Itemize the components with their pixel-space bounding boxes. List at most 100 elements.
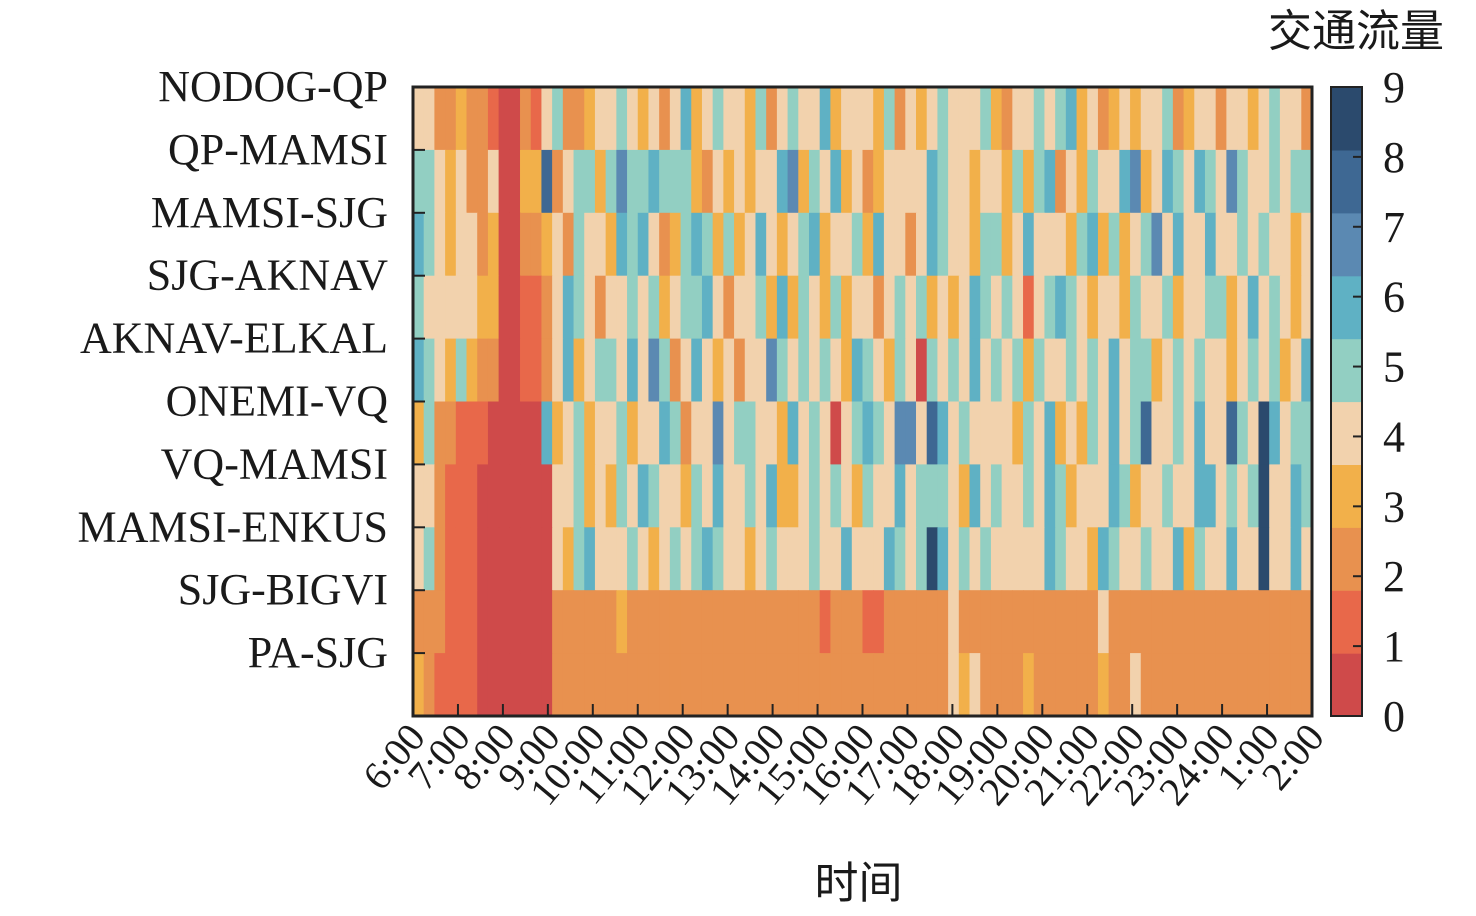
- heatmap-cell: [755, 527, 767, 591]
- heatmap-cell: [498, 527, 510, 591]
- heatmap-cell: [744, 275, 757, 340]
- heatmap-cell: [1183, 464, 1195, 528]
- heatmap-cell: [1097, 527, 1110, 591]
- heatmap-cell: [1290, 653, 1302, 717]
- heatmap-cell: [873, 338, 885, 403]
- heatmap-cell: [1001, 87, 1013, 151]
- heatmap-cell: [1237, 653, 1249, 717]
- heatmap-cell: [734, 590, 746, 654]
- heatmap-cell: [1076, 653, 1088, 717]
- heatmap-cell: [1130, 87, 1142, 151]
- heatmap-cell: [841, 338, 853, 403]
- heatmap-cell: [562, 527, 575, 591]
- heatmap-cell: [541, 653, 553, 717]
- heatmap-cell: [423, 338, 435, 403]
- heatmap-cell: [1215, 338, 1227, 403]
- heatmap-cell: [776, 87, 789, 151]
- heatmap-cell: [445, 464, 457, 528]
- y-tick-label: SJG-BIGVI: [178, 565, 388, 614]
- heatmap-cell: [691, 401, 703, 465]
- colorbar-tick-label: 4: [1383, 412, 1405, 461]
- heatmap-cell: [1258, 338, 1270, 403]
- y-tick-label: PA-SJG: [248, 628, 388, 677]
- heatmap-cell: [862, 401, 874, 465]
- heatmap-cell: [1151, 590, 1163, 654]
- y-tick-label: NODOG-QP: [158, 62, 388, 111]
- heatmap-cell: [1258, 464, 1270, 528]
- heatmap-cell: [616, 275, 628, 340]
- heatmap-cell: [423, 275, 435, 340]
- heatmap-cell: [455, 87, 468, 151]
- heatmap-cell: [552, 401, 564, 465]
- heatmap-cell: [1097, 401, 1110, 465]
- heatmap-cell: [562, 653, 575, 717]
- heatmap-cell: [530, 275, 543, 340]
- heatmap-cell: [1258, 87, 1270, 151]
- heatmap-cell: [712, 338, 724, 403]
- heatmap-cell: [659, 527, 671, 591]
- heatmap-cell: [819, 338, 831, 403]
- heatmap-cell: [1151, 401, 1163, 465]
- heatmap-cell: [1279, 212, 1292, 277]
- heatmap-cell: [1087, 653, 1099, 717]
- heatmap-cell: [1183, 338, 1195, 403]
- heatmap-cell: [477, 149, 489, 214]
- heatmap-cell: [744, 464, 757, 528]
- heatmap-cell: [1226, 590, 1238, 654]
- heatmap-cell: [530, 464, 543, 528]
- heatmap-cell: [766, 212, 778, 277]
- heatmap-cell: [1183, 653, 1195, 717]
- heatmap-cell: [1247, 338, 1260, 403]
- heatmap-cell: [776, 464, 789, 528]
- heatmap-cell: [487, 653, 500, 717]
- heatmap-cell: [990, 212, 1003, 277]
- heatmap-cell: [723, 464, 735, 528]
- heatmap-cell: [669, 87, 682, 151]
- heatmap-cell: [509, 464, 521, 528]
- heatmap-cell: [830, 401, 842, 465]
- heatmap-cell: [455, 338, 468, 403]
- heatmap-cell: [659, 87, 671, 151]
- heatmap-cell: [723, 149, 735, 214]
- heatmap-cell: [723, 401, 735, 465]
- heatmap-cell: [755, 149, 767, 214]
- heatmap-cell: [830, 275, 842, 340]
- heatmap-cell: [605, 338, 617, 403]
- heatmap-cell: [926, 275, 939, 340]
- heatmap-cell: [916, 149, 928, 214]
- heatmap-cell: [1172, 149, 1185, 214]
- heatmap-cell: [980, 590, 992, 654]
- heatmap-cell: [1023, 527, 1035, 591]
- heatmap-cell: [1279, 149, 1292, 214]
- heatmap-cell: [669, 527, 682, 591]
- heatmap-cell: [1119, 149, 1131, 214]
- heatmap-cell: [605, 401, 617, 465]
- heatmap-cell: [1247, 464, 1260, 528]
- colorbar-segment: [1331, 653, 1362, 717]
- heatmap-cell: [787, 464, 799, 528]
- heatmap-cell: [1001, 275, 1013, 340]
- heatmap-cell: [1204, 401, 1217, 465]
- heatmap-cell: [980, 275, 992, 340]
- heatmap-cell: [883, 527, 896, 591]
- colorbar-tick-label: 8: [1383, 133, 1405, 182]
- heatmap-cell: [926, 87, 939, 151]
- heatmap-cell: [701, 590, 714, 654]
- heatmap-cell: [1108, 212, 1120, 277]
- heatmap-cell: [1076, 212, 1088, 277]
- heatmap-cell: [1237, 149, 1249, 214]
- heatmap-cell: [1108, 275, 1120, 340]
- heatmap-cell: [808, 590, 821, 654]
- heatmap-cell: [969, 275, 981, 340]
- heatmap-cell: [1055, 212, 1067, 277]
- heatmap-cell: [862, 590, 874, 654]
- heatmap-cell: [520, 590, 532, 654]
- heatmap-cell: [669, 212, 682, 277]
- heatmap-cell: [819, 275, 831, 340]
- heatmap-cell: [766, 590, 778, 654]
- heatmap-cell: [1108, 87, 1120, 151]
- heatmap-cell: [1076, 527, 1088, 591]
- heatmap-cell: [594, 87, 607, 151]
- heatmap-cell: [594, 590, 607, 654]
